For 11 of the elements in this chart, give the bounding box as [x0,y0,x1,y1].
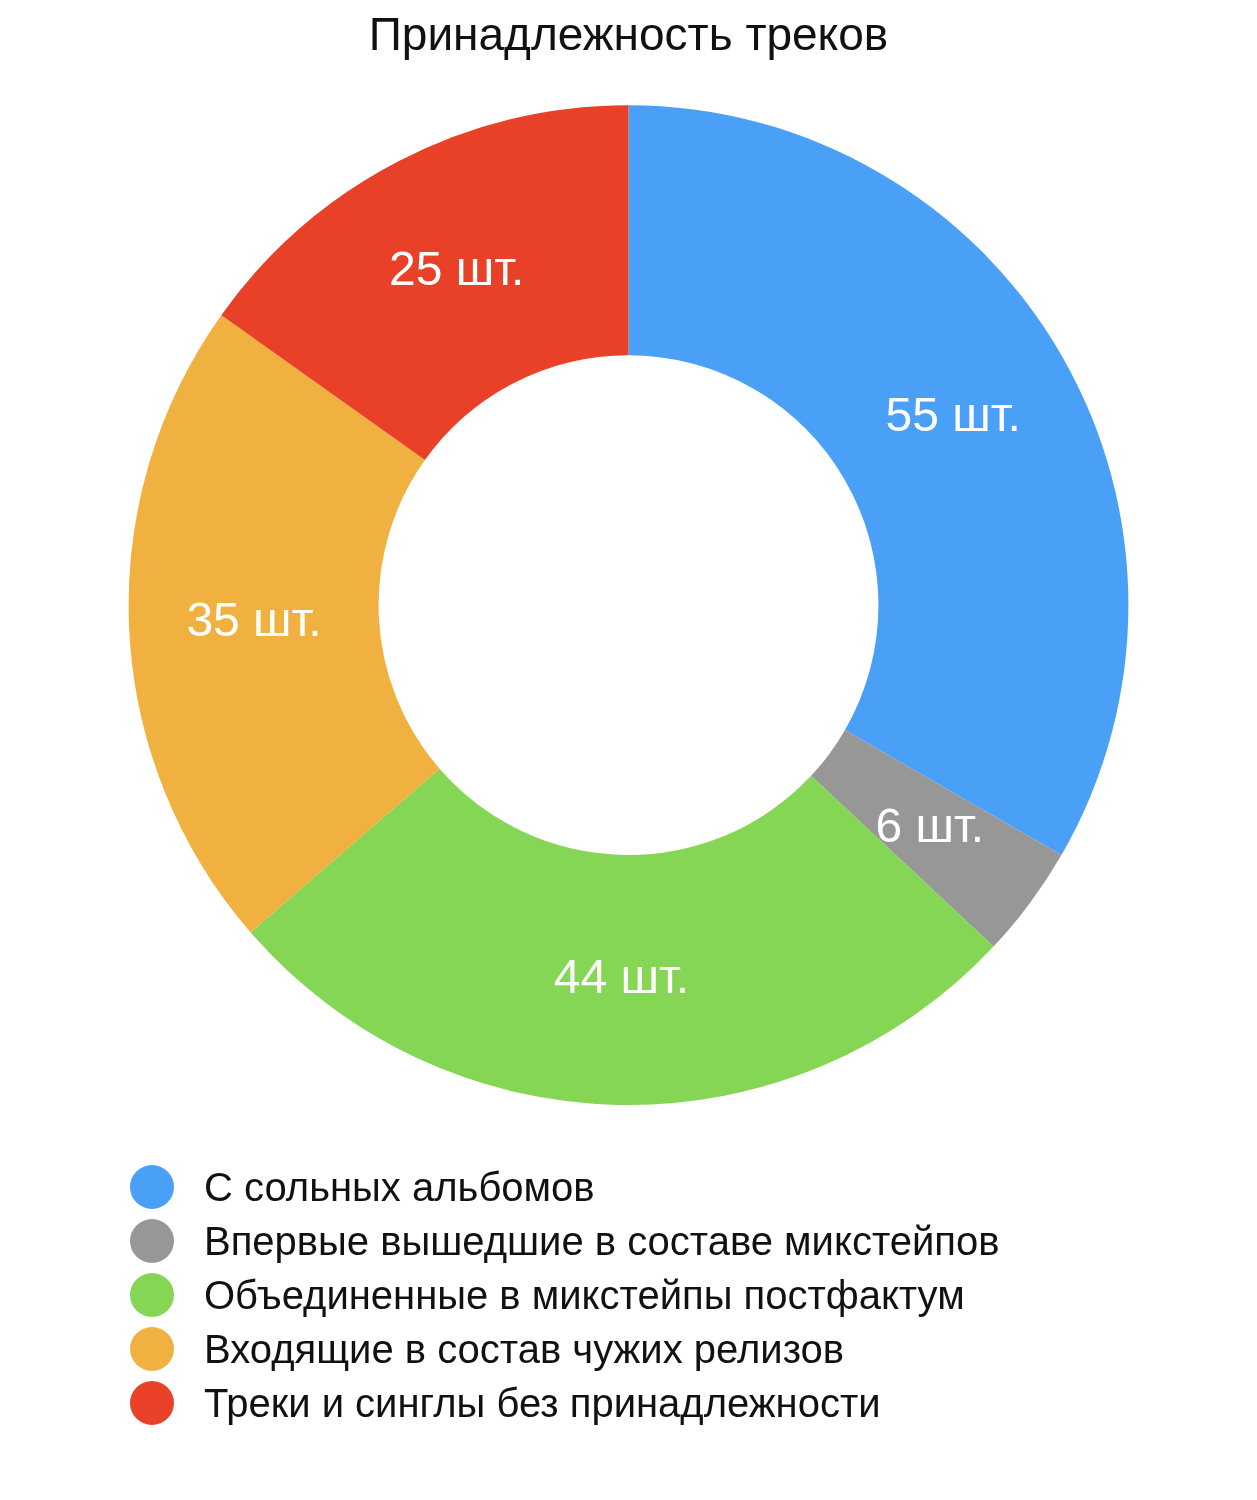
legend-label: Впервые вышедшие в составе микстейпов [204,1218,1000,1264]
data-label: 55 шт. [885,387,1021,441]
legend-label: С сольных альбомов [204,1164,595,1210]
data-label: 25 шт. [389,242,525,296]
legend-label: Объединенные в микстейпы постфактум [204,1272,965,1318]
data-label: 44 шт. [553,950,689,1004]
chart-title: Принадлежность треков [368,8,889,61]
data-label: 35 шт. [186,593,322,647]
data-label: 6 шт. [875,798,984,852]
legend-label: Треки и синглы без принадлежности [204,1380,881,1426]
legend-label: Входящие в состав чужих релизов [204,1326,845,1372]
